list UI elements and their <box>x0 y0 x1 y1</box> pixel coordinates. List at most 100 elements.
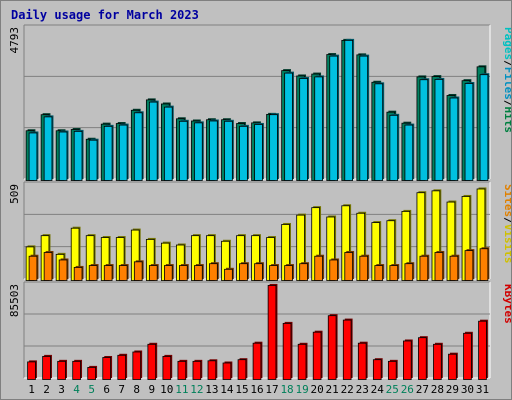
chart-title: Daily usage for March 2023 <box>11 8 199 22</box>
bar-middle-sites-day-10 <box>163 264 174 281</box>
bar-middle-sites-day-7 <box>118 264 129 281</box>
bar-middle-sites-day-23 <box>359 254 370 281</box>
day-label-21: 21 <box>326 383 339 396</box>
legend-item: Files <box>502 67 511 100</box>
bar-bottom-kbytes-day-16 <box>252 341 263 380</box>
bar-middle-sites-day-16 <box>254 262 264 281</box>
bar-bottom-kbytes-day-31 <box>478 319 488 380</box>
bar-middle-sites-day-17 <box>269 264 279 281</box>
bar-top-files-day-29 <box>449 96 460 181</box>
bar-top-files-day-13 <box>209 119 219 181</box>
bar-bottom-kbytes-day-25 <box>387 359 398 380</box>
day-label-10: 10 <box>160 383 173 396</box>
bar-bottom-kbytes-day-10 <box>162 354 173 380</box>
bar-bottom-kbytes-day-21 <box>327 314 338 380</box>
bar-top-files-day-18 <box>284 71 294 181</box>
day-label-31: 31 <box>476 383 489 396</box>
bar-top-files-day-12 <box>194 121 204 181</box>
bar-middle-sites-day-25 <box>389 264 400 281</box>
day-label-3: 3 <box>58 383 65 396</box>
bar-top-files-day-28 <box>434 77 445 181</box>
legend-top: Pages/Files/Hits <box>502 27 511 133</box>
legend-item: / <box>502 60 511 67</box>
bar-top-files-day-15 <box>239 124 249 181</box>
day-label-23: 23 <box>356 383 369 396</box>
legend-item: / <box>502 217 511 224</box>
bar-top-files-day-8 <box>133 111 144 181</box>
bar-top-files-day-20 <box>314 75 325 181</box>
bar-top-files-day-2 <box>43 115 54 181</box>
bar-bottom-kbytes-day-7 <box>117 353 128 380</box>
bar-bottom-kbytes-day-5 <box>87 365 98 380</box>
bar-bottom-kbytes-day-3 <box>57 359 67 380</box>
bar-bottom-kbytes-day-15 <box>237 358 248 380</box>
day-label-15: 15 <box>235 383 248 396</box>
day-label-18: 18 <box>280 383 293 396</box>
day-label-22: 22 <box>341 383 354 396</box>
bar-top-files-day-30 <box>464 82 475 181</box>
panel-bottom: 85503 KBytes <box>8 281 511 380</box>
bar-bottom-kbytes-day-27 <box>418 336 428 380</box>
bar-middle-sites-day-30 <box>464 249 475 281</box>
bar-top-files-day-9 <box>148 100 159 181</box>
panel-middle: 509 Sites/Visits <box>8 181 511 281</box>
day-label-30: 30 <box>461 383 474 396</box>
bar-bottom-kbytes-day-28 <box>433 342 443 380</box>
bar-bottom-kbytes-day-8 <box>132 350 143 380</box>
day-label-1: 1 <box>28 383 35 396</box>
bar-top-files-day-5 <box>88 138 99 181</box>
bar-middle-sites-day-5 <box>88 264 99 281</box>
bar-top-files-day-16 <box>254 122 264 181</box>
bar-middle-sites-day-24 <box>374 264 385 281</box>
day-label-2: 2 <box>43 383 50 396</box>
legend-middle: Sites/Visits <box>502 184 511 264</box>
bar-middle-sites-day-27 <box>419 254 430 281</box>
bar-bottom-kbytes-day-26 <box>403 339 413 380</box>
bar-bottom-kbytes-day-22 <box>342 318 353 380</box>
day-label-5: 5 <box>88 383 95 396</box>
day-label-25: 25 <box>386 383 399 396</box>
bar-top-files-day-21 <box>329 54 340 181</box>
bar-middle-sites-day-4 <box>73 265 84 281</box>
bar-bottom-kbytes-day-30 <box>463 331 473 380</box>
bar-middle-sites-day-21 <box>329 258 340 281</box>
bar-middle-sites-day-20 <box>314 254 325 281</box>
bar-middle-sites-day-14 <box>224 267 234 281</box>
day-label-7: 7 <box>118 383 125 396</box>
bar-middle-sites-day-9 <box>148 264 159 281</box>
bar-middle-sites-day-19 <box>299 262 310 281</box>
bar-top-files-day-11 <box>179 119 189 181</box>
legend-item: Hits <box>502 107 511 134</box>
legend-item: KBytes <box>502 284 511 324</box>
day-label-28: 28 <box>431 383 444 396</box>
bar-bottom-kbytes-day-9 <box>147 342 158 380</box>
bar-top-files-day-6 <box>103 124 114 181</box>
legend-item: Visits <box>502 224 511 264</box>
bar-top-files-day-19 <box>299 76 310 181</box>
bar-bottom-kbytes-day-13 <box>207 359 218 380</box>
bar-middle-sites-day-28 <box>434 250 445 281</box>
bar-middle-sites-day-31 <box>479 247 490 281</box>
bar-bottom-kbytes-day-29 <box>448 352 458 380</box>
bar-middle-sites-day-29 <box>449 254 460 281</box>
bar-middle-sites-day-26 <box>404 262 415 281</box>
day-label-14: 14 <box>220 383 234 396</box>
day-label-17: 17 <box>265 383 278 396</box>
legend-bottom: KBytes <box>502 284 511 324</box>
day-label-6: 6 <box>103 383 110 396</box>
day-label-9: 9 <box>148 383 155 396</box>
day-label-12: 12 <box>190 383 203 396</box>
bar-top-files-day-3 <box>58 130 69 181</box>
bar-bottom-kbytes-day-1 <box>27 360 37 380</box>
day-label-8: 8 <box>133 383 140 396</box>
bar-bottom-kbytes-day-12 <box>192 359 203 380</box>
bar-middle-sites-day-13 <box>209 262 219 281</box>
bar-middle-sites-day-18 <box>284 264 294 281</box>
bar-middle-sites-day-1 <box>28 254 39 281</box>
bar-bottom-kbytes-day-24 <box>372 358 383 380</box>
bar-top-files-day-26 <box>404 123 415 181</box>
y-max-label-top: 4793 <box>8 27 21 54</box>
